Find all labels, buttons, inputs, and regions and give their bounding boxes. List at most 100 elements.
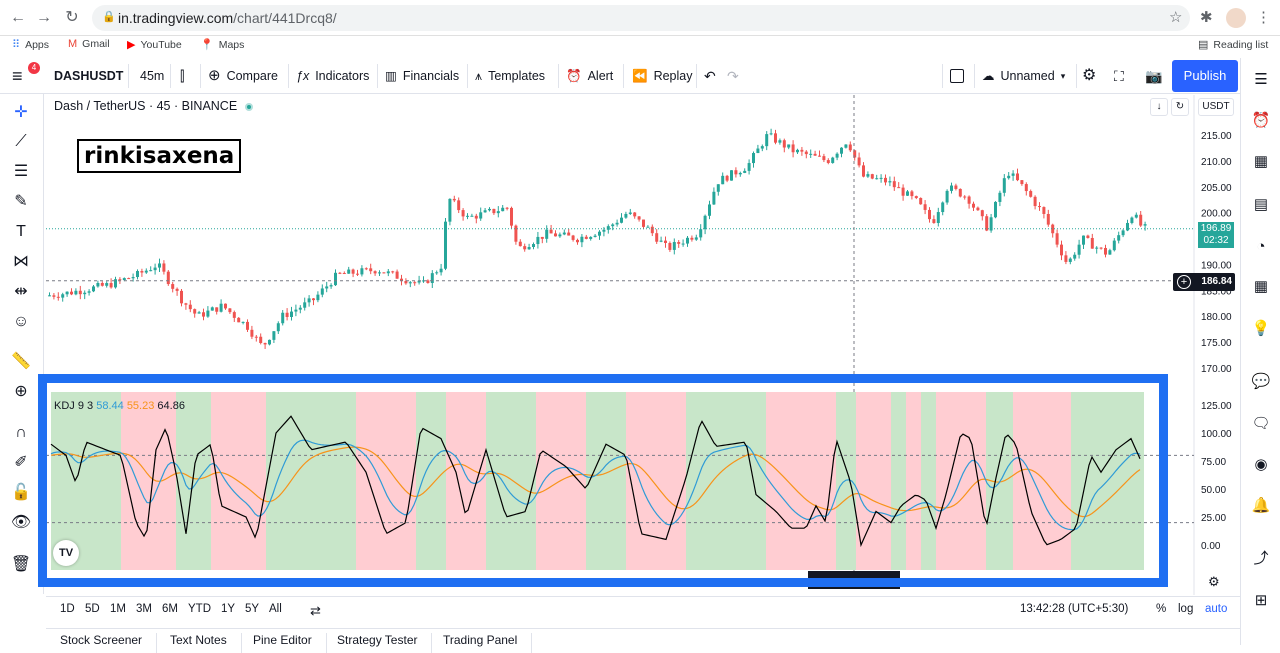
prediction-icon[interactable]: ⇹ [14,283,28,300]
bookmark-star-icon[interactable]: ☆ [1169,9,1183,26]
range-ytd[interactable]: YTD [188,603,211,615]
candle-body [642,219,645,227]
brush-icon[interactable]: ✎ [14,193,28,210]
publish-button[interactable]: Publish [1172,60,1238,92]
ideas-bulb-icon[interactable]: 💡 [1251,320,1271,337]
scroll-down-icon[interactable]: ↓ [1150,98,1168,116]
candle-body [426,280,430,283]
back-arrow-icon[interactable]: ← [10,9,26,26]
candle-body [188,304,192,310]
tab-text-notes[interactable]: Text Notes [170,633,242,653]
address-bar[interactable]: 🔒 in.tradingview.com/chart/441Drcq8/ ☆ [92,5,1190,31]
financials-button[interactable]: ▥ Financials [385,58,459,94]
kdj-legend[interactable]: KDJ 9 3 58.44 55.23 64.86 [54,400,185,412]
text-icon[interactable]: T [16,223,26,240]
candle-type-icon[interactable]: ⫿ [180,68,185,84]
reset-scale-icon[interactable]: ↻ [1171,98,1189,116]
price-chart[interactable]: 215.00210.00205.00200.00195.00190.00185.… [46,95,1240,595]
range-all[interactable]: All [269,603,282,615]
browser-menu-icon[interactable]: ⋮ [1256,9,1271,26]
percent-toggle[interactable]: % [1156,603,1167,615]
ruler-icon[interactable]: 📏 [11,353,31,370]
alert-button[interactable]: ⏰ Alert [566,58,613,94]
pattern-icon[interactable]: ⋈ [13,253,29,270]
crosshair-price-badge[interactable]: +186.84 [1173,273,1235,291]
undo-icon[interactable]: ↶ [704,68,716,84]
range-5d[interactable]: 5D [85,603,100,615]
bookmark-gmail[interactable]: M Gmail [68,38,110,50]
candle-body [78,290,82,295]
tab-pine-editor[interactable]: Pine Editor [253,633,327,653]
candle-body [294,309,298,312]
currency-label[interactable]: USDT [1198,98,1234,116]
lock-icon[interactable]: 🔓 [11,484,31,501]
bookmark-youtube[interactable]: ▶ YouTube [127,38,182,52]
magnet-icon[interactable]: ∩ [15,424,27,441]
candle-body [105,283,109,286]
kdj-tick-label: 75.00 [1201,457,1226,468]
candle-body [360,268,364,275]
messages-icon[interactable]: 🗨 [1251,415,1271,432]
candle-body [351,269,355,274]
eye-icon[interactable]: 👁 [10,514,32,531]
order-panel-icon[interactable]: ⊞ [1254,592,1268,609]
emoji-icon[interactable]: ☺ [12,313,30,330]
reading-list[interactable]: ▤ Reading list [1198,38,1269,52]
hotlist-icon[interactable]: ▤ [1253,196,1269,213]
auto-toggle[interactable]: auto [1205,603,1228,615]
redo-icon[interactable]: ↷ [727,68,739,84]
streams-icon[interactable]: ◉ [1254,456,1268,473]
zoom-icon[interactable]: ⊕ [14,383,28,400]
compare-button[interactable]: ⊕ Compare [208,58,278,94]
trading-icon[interactable]: ⤴ [1253,550,1269,567]
notifications-bell-icon[interactable]: 🔔 [1251,497,1271,514]
replay-button[interactable]: ⏪ Replay [632,58,693,94]
range-5y[interactable]: 5Y [245,603,260,615]
profile-avatar[interactable] [1226,8,1246,28]
bookmark-apps[interactable]: ⠿ Apps [12,38,49,52]
tab-stock-screener[interactable]: Stock Screener [60,633,158,653]
trend-line-icon[interactable]: ⟋ [15,133,27,150]
alerts-clock-icon[interactable]: ⏰ [1251,112,1271,129]
camera-icon[interactable]: 📷 [1145,68,1163,84]
calendar-icon[interactable]: ▦ [1253,278,1269,295]
kdj-tick-label: 50.00 [1201,485,1226,496]
range-1m[interactable]: 1M [110,603,126,615]
range-1d[interactable]: 1D [60,603,75,615]
range-3m[interactable]: 3M [136,603,152,615]
data-window-icon[interactable]: ▦ [1253,153,1269,170]
pencil-lock-icon[interactable]: ✐ [14,454,28,471]
tab-strategy-tester[interactable]: Strategy Tester [337,633,433,653]
range-6m[interactable]: 6M [162,603,178,615]
watchlist-icon[interactable]: ☰ [1254,71,1268,88]
horizontal-lines-icon[interactable]: ☰ [13,163,29,180]
crosshair-icon[interactable]: ✛ [14,104,28,121]
templates-button[interactable]: ⩚ Templates [475,58,545,94]
bookmark-maps[interactable]: 📍 Maps [200,38,245,52]
settings-gear-icon: ⚙ [1208,574,1220,589]
range-1y[interactable]: 1Y [221,603,236,615]
main-menu-icon[interactable]: ≡ [12,66,23,86]
chat-icon[interactable]: 💬 [1251,373,1271,390]
indicators-button[interactable]: ƒx Indicators [296,58,369,94]
candle-body [840,147,843,154]
fullscreen-icon[interactable]: ⛶ [1114,68,1124,84]
candle-body [853,150,857,158]
layout-name-dropdown[interactable]: ☁ Unnamed ▾ [982,58,1065,94]
gear-icon[interactable]: ⚙ [1082,67,1097,84]
goto-date-icon[interactable]: ⇄ [310,603,321,618]
candle-body [1033,196,1037,207]
reload-icon[interactable]: ↻ [65,9,79,26]
tab-trading-panel[interactable]: Trading Panel [443,633,533,653]
log-toggle[interactable]: log [1178,603,1194,615]
fullscreen-select-icon[interactable] [950,58,964,94]
trash-icon[interactable]: 🗑 [10,556,32,573]
chart-pie-icon[interactable]: ◔ [1256,238,1266,255]
symbol-search[interactable]: DASHUSDT [54,69,124,83]
clock-timezone[interactable]: 13:42:28 (UTC+5:30) [1020,603,1129,615]
forward-arrow-icon[interactable]: → [36,9,52,26]
extensions-icon[interactable]: ✱ [1200,9,1213,26]
interval-selector[interactable]: 45m [140,69,165,83]
tradingview-logo[interactable]: TV [53,540,79,566]
url-text[interactable]: in.tradingview.com/chart/441Drcq8/ [118,10,337,26]
